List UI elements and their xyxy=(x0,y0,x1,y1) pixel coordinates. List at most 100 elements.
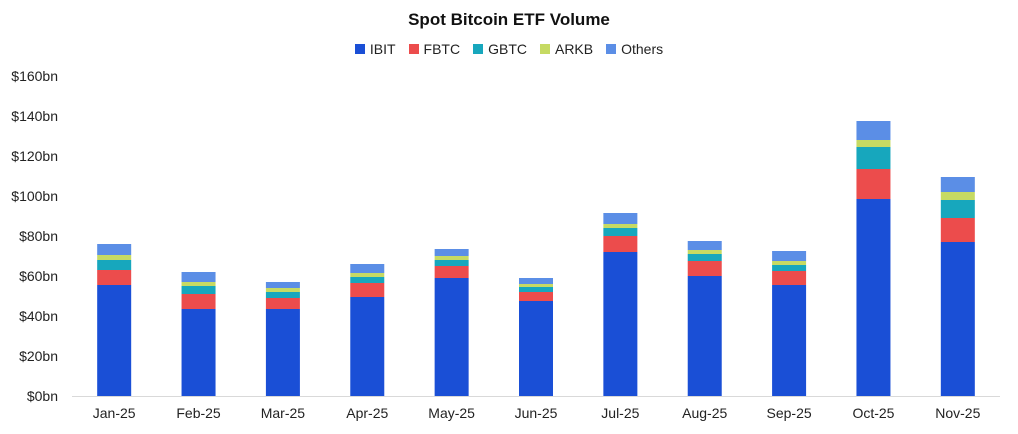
bar-ibit-mar-25 xyxy=(265,309,300,396)
legend-item-others: Others xyxy=(606,41,663,57)
legend-swatch xyxy=(408,44,419,54)
bar-ibit-sep-25 xyxy=(772,285,807,396)
legend-label: FBTC xyxy=(423,41,461,57)
bar-stack-oct-25 xyxy=(856,121,891,396)
legend-swatch xyxy=(473,44,484,54)
y-tick-label: $120bn xyxy=(11,148,58,164)
y-tick-label: $140bn xyxy=(11,108,58,124)
bar-arkb-jun-25 xyxy=(519,284,553,287)
bar-fbtc-jul-25 xyxy=(603,236,638,252)
bar-stack-jan-25 xyxy=(97,244,132,396)
x-tick-label: Jan-25 xyxy=(93,405,136,421)
y-tick-label: $100bn xyxy=(11,188,58,204)
bar-others-jul-25 xyxy=(603,213,638,224)
bar-gbtc-mar-25 xyxy=(265,292,300,298)
bar-fbtc-feb-25 xyxy=(181,294,216,309)
legend-item-arkb: ARKB xyxy=(539,41,593,57)
bar-gbtc-oct-25 xyxy=(856,147,891,169)
y-tick-label: $60bn xyxy=(19,268,58,284)
bar-stack-aug-25 xyxy=(687,241,722,396)
legend-label: IBIT xyxy=(369,41,396,57)
bar-gbtc-apr-25 xyxy=(350,277,385,283)
bar-fbtc-aug-25 xyxy=(687,261,722,276)
bar-gbtc-sep-25 xyxy=(772,265,807,271)
bar-arkb-aug-25 xyxy=(687,250,722,254)
legend-item-gbtc: GBTC xyxy=(473,41,527,57)
y-tick-label: $80bn xyxy=(19,228,58,244)
bar-gbtc-jul-25 xyxy=(603,228,638,236)
x-tick-label: Jun-25 xyxy=(515,405,558,421)
bar-others-aug-25 xyxy=(687,241,722,250)
bar-ibit-jun-25 xyxy=(519,301,553,396)
bar-arkb-nov-25 xyxy=(940,192,975,200)
bar-others-jun-25 xyxy=(519,278,553,284)
bar-arkb-feb-25 xyxy=(181,282,216,286)
bar-fbtc-oct-25 xyxy=(856,169,891,199)
bar-others-nov-25 xyxy=(940,177,975,192)
bar-arkb-jul-25 xyxy=(603,224,638,228)
bar-stack-nov-25 xyxy=(940,177,975,396)
bar-ibit-aug-25 xyxy=(687,276,722,396)
bar-fbtc-may-25 xyxy=(434,266,469,278)
y-tick-label: $160bn xyxy=(11,68,58,84)
legend-swatch xyxy=(354,44,365,54)
bar-ibit-nov-25 xyxy=(940,242,975,396)
x-tick-label: Jul-25 xyxy=(601,405,639,421)
x-tick-label: Oct-25 xyxy=(852,405,894,421)
legend: IBIT FBTC GBTC ARKB Others xyxy=(0,41,1018,57)
bar-fbtc-sep-25 xyxy=(772,271,807,285)
bar-arkb-jan-25 xyxy=(97,255,132,260)
bar-gbtc-nov-25 xyxy=(940,200,975,218)
bar-arkb-apr-25 xyxy=(350,273,385,277)
legend-item-ibit: IBIT xyxy=(354,41,396,57)
bar-gbtc-may-25 xyxy=(434,260,469,266)
x-tick-label: Aug-25 xyxy=(682,405,727,421)
bar-others-jan-25 xyxy=(97,244,132,255)
bar-others-apr-25 xyxy=(350,264,385,273)
bar-arkb-oct-25 xyxy=(856,140,891,147)
x-tick-label: Sep-25 xyxy=(767,405,812,421)
bar-stack-jun-25 xyxy=(519,278,553,396)
bar-arkb-sep-25 xyxy=(772,261,807,265)
legend-swatch xyxy=(606,44,617,54)
bar-stack-mar-25 xyxy=(265,282,300,396)
bar-fbtc-apr-25 xyxy=(350,283,385,297)
bar-gbtc-aug-25 xyxy=(687,254,722,261)
bar-gbtc-jun-25 xyxy=(519,287,553,292)
bar-stack-feb-25 xyxy=(181,272,216,396)
bar-stack-may-25 xyxy=(434,249,469,396)
bar-others-oct-25 xyxy=(856,121,891,140)
bar-arkb-mar-25 xyxy=(265,288,300,292)
x-tick-label: May-25 xyxy=(428,405,475,421)
bar-ibit-feb-25 xyxy=(181,309,216,396)
bar-ibit-oct-25 xyxy=(856,199,891,396)
x-tick-label: Nov-25 xyxy=(935,405,980,421)
legend-label: GBTC xyxy=(488,41,527,57)
bar-gbtc-feb-25 xyxy=(181,286,216,294)
x-tick-label: Feb-25 xyxy=(176,405,221,421)
bar-others-mar-25 xyxy=(265,282,300,288)
x-tick-label: Mar-25 xyxy=(261,405,306,421)
bar-stack-sep-25 xyxy=(772,251,807,396)
bar-gbtc-jan-25 xyxy=(97,260,132,270)
bar-ibit-jan-25 xyxy=(97,285,132,396)
x-tick-label: Apr-25 xyxy=(346,405,388,421)
chart-title: Spot Bitcoin ETF Volume xyxy=(408,10,610,29)
bar-ibit-apr-25 xyxy=(350,297,385,396)
bar-others-sep-25 xyxy=(772,251,807,261)
y-tick-label: $20bn xyxy=(19,348,58,364)
bar-fbtc-jan-25 xyxy=(97,270,132,285)
bar-fbtc-jun-25 xyxy=(519,292,553,301)
bar-others-feb-25 xyxy=(181,272,216,282)
legend-item-fbtc: FBTC xyxy=(408,41,461,57)
bar-fbtc-mar-25 xyxy=(265,298,300,309)
bar-others-may-25 xyxy=(434,249,469,256)
bar-stack-jul-25 xyxy=(603,213,638,396)
legend-swatch xyxy=(539,44,550,54)
bar-arkb-may-25 xyxy=(434,256,469,260)
y-tick-label: $40bn xyxy=(19,308,58,324)
bar-stack-apr-25 xyxy=(350,264,385,396)
bar-ibit-jul-25 xyxy=(603,252,638,396)
